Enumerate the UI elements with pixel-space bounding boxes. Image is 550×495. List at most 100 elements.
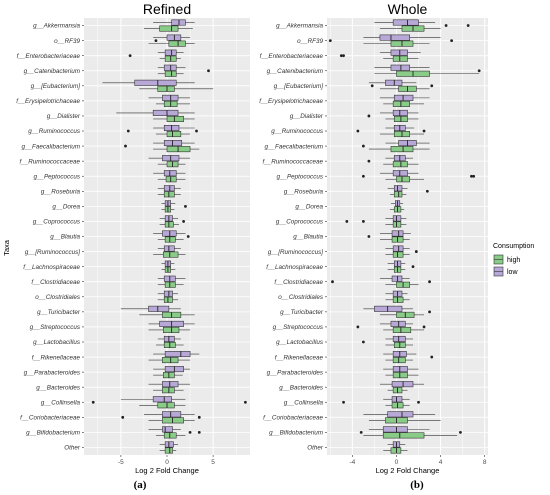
taxon-label: o__Clostridiales [278, 294, 324, 301]
box [382, 432, 425, 439]
box-low [379, 275, 410, 282]
outlier-point [430, 84, 434, 88]
legend: Consumption high low [493, 243, 534, 277]
outlier-point [331, 280, 334, 284]
box-high [389, 191, 407, 198]
taxon-label: f__Clostridiaceae [274, 279, 323, 286]
taxon-label: g__Collinsella [284, 399, 324, 406]
box-low [153, 230, 186, 237]
outlier-point [124, 144, 127, 148]
box-high [157, 191, 181, 198]
box-high [153, 115, 195, 122]
box [163, 290, 173, 297]
box [393, 191, 403, 198]
box-high [385, 357, 414, 364]
box [392, 357, 406, 364]
box-high [389, 206, 405, 213]
taxon-label: o__Clostridiales [35, 294, 81, 301]
taxon-label: g__[Eubacterium] [274, 83, 324, 90]
box [164, 351, 191, 358]
panel-refined: Refined g__Akkermansia o__RF39 f__Enterobac… [16, 1, 250, 475]
box-low [385, 245, 410, 252]
taxon-label: f__Lachnospiraceae [23, 264, 80, 271]
outlier-point [417, 400, 420, 404]
box-low [153, 34, 191, 41]
box-high [385, 281, 419, 288]
box-low [385, 140, 430, 147]
outlier-point [128, 54, 132, 58]
box-high [153, 251, 186, 258]
box [391, 275, 403, 282]
box-low [161, 200, 176, 207]
box-high [385, 176, 425, 183]
box [385, 79, 403, 86]
box-low [148, 155, 191, 162]
box-high [383, 100, 425, 107]
box-low [148, 94, 191, 101]
outlier-point [367, 235, 371, 238]
taxon-label: g__Turicibacter [280, 309, 324, 316]
taxon-label: g__Dialister [290, 113, 324, 120]
box-high [157, 296, 179, 303]
box-high [379, 131, 425, 138]
box [162, 357, 179, 364]
taxon-label: g__Blautia [293, 234, 323, 241]
outlier-point [422, 325, 426, 329]
taxon-label: g__Dorea [52, 204, 80, 211]
box-low [363, 34, 441, 41]
box-high [383, 161, 419, 168]
outlier-point [121, 415, 125, 419]
legend-label-high: high [507, 257, 520, 264]
taxon-label: g__Bifidobacterium [26, 430, 80, 437]
box-low [374, 19, 436, 26]
box [391, 230, 404, 237]
taxon-label: g__Dorea [295, 204, 323, 211]
box-low [385, 215, 407, 222]
outlier-point [356, 129, 360, 133]
box-low [159, 441, 179, 448]
box [379, 34, 411, 41]
outlier-point [186, 235, 190, 238]
box [391, 396, 403, 403]
outlier-point [370, 84, 374, 88]
box [382, 426, 408, 433]
box-low [153, 19, 195, 26]
box-high [385, 251, 410, 258]
box-low [379, 230, 411, 237]
box-high [385, 402, 410, 409]
box [393, 94, 414, 101]
taxon-label: g__Dialister [47, 113, 81, 120]
outlier-point [188, 430, 192, 434]
box [392, 296, 404, 303]
box [163, 251, 179, 258]
box [163, 170, 177, 177]
box [390, 447, 402, 454]
box [166, 131, 182, 138]
box [387, 411, 414, 418]
box-high [139, 402, 186, 409]
taxon-label: f__Erysipelotrichaceae [259, 98, 323, 105]
outlier-point [195, 129, 198, 133]
x-tick-label: -5 [118, 459, 124, 466]
box-high [153, 146, 200, 153]
box-low [153, 366, 191, 373]
taxon-label: g__[Ruminococcus] [25, 249, 81, 256]
box-low [120, 396, 186, 403]
taxon-label: g__Lactobacillus [276, 339, 324, 346]
box [164, 221, 174, 228]
outlier-point [154, 39, 158, 43]
box-low [385, 290, 408, 297]
taxon-label: f__Enterobacteriaceae [17, 53, 81, 60]
outlier-point [356, 325, 360, 329]
taxon-label: g__Bacteroides [279, 384, 324, 391]
box-high [157, 161, 186, 168]
box-high [387, 387, 408, 394]
taxon-label: g__Akkermansia [276, 23, 323, 30]
box-high [143, 25, 193, 32]
taxon-label: f__Erysipelotrichaceae [16, 98, 80, 105]
box-low [148, 381, 191, 388]
outlier-point [361, 340, 365, 344]
box [392, 215, 402, 222]
box [393, 185, 403, 192]
